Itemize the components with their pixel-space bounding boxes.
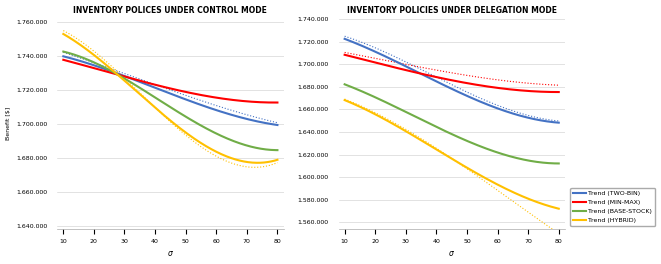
Trend (BASE-STOCK)	[521, 158, 529, 162]
Trend (TWO-BIN)	[467, 96, 475, 100]
Trend (TWO-BIN)	[521, 115, 529, 119]
Trend (BASE-STOCK)	[468, 142, 476, 145]
Trend (TWO-BIN)	[468, 97, 476, 100]
Trend (BASE-STOCK)	[340, 83, 348, 86]
Line: Trend (BASE-STOCK): Trend (BASE-STOCK)	[344, 84, 559, 163]
Title: INVENTORY POLICIES UNDER DELEGATION MODE: INVENTORY POLICIES UNDER DELEGATION MODE	[347, 6, 557, 15]
Trend (MIN-MAX)	[535, 90, 543, 93]
Trend (MIN-MAX)	[555, 91, 563, 94]
Trend (HYBRID)	[467, 169, 475, 172]
Trend (HYBRID)	[340, 98, 348, 102]
Trend (HYBRID)	[341, 99, 349, 102]
Trend (MIN-MAX)	[467, 82, 475, 86]
Trend (BASE-STOCK)	[467, 141, 475, 144]
Trend (MIN-MAX)	[472, 83, 480, 86]
Trend (HYBRID)	[468, 169, 476, 172]
X-axis label: σ: σ	[449, 249, 454, 258]
Trend (BASE-STOCK)	[472, 143, 480, 146]
Trend (TWO-BIN)	[472, 98, 480, 101]
Title: INVENTORY POLICES UNDER CONTROL MODE: INVENTORY POLICES UNDER CONTROL MODE	[73, 6, 267, 15]
Trend (MIN-MAX)	[468, 82, 476, 86]
Trend (TWO-BIN)	[535, 119, 543, 122]
Trend (BASE-STOCK)	[341, 83, 349, 86]
Y-axis label: Benefit [$]: Benefit [$]	[5, 106, 11, 140]
Trend (TWO-BIN)	[340, 37, 348, 40]
Trend (HYBRID)	[472, 171, 480, 174]
Trend (HYBRID)	[535, 201, 543, 204]
Legend: Trend (TWO-BIN), Trend (MIN-MAX), Trend (BASE-STOCK), Trend (HYBRID): Trend (TWO-BIN), Trend (MIN-MAX), Trend …	[570, 188, 655, 226]
Trend (MIN-MAX)	[521, 89, 529, 92]
Trend (HYBRID)	[521, 196, 529, 199]
X-axis label: σ: σ	[168, 249, 173, 258]
Trend (MIN-MAX)	[341, 53, 349, 56]
Trend (HYBRID)	[555, 207, 563, 210]
Trend (MIN-MAX)	[340, 53, 348, 56]
Trend (TWO-BIN)	[341, 37, 349, 41]
Line: Trend (TWO-BIN): Trend (TWO-BIN)	[344, 39, 559, 123]
Trend (TWO-BIN)	[555, 121, 563, 124]
Trend (MIN-MAX)	[554, 91, 562, 94]
Line: Trend (HYBRID): Trend (HYBRID)	[344, 100, 559, 209]
Trend (BASE-STOCK)	[535, 161, 543, 164]
Trend (BASE-STOCK)	[555, 162, 563, 165]
Line: Trend (MIN-MAX): Trend (MIN-MAX)	[344, 55, 559, 92]
